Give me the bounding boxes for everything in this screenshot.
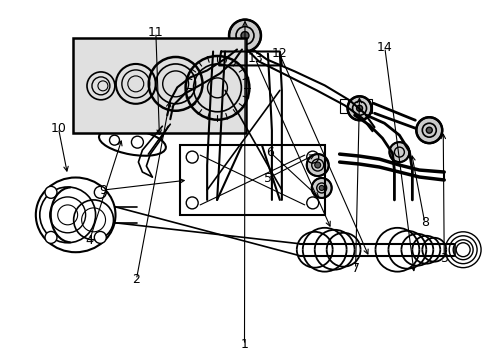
Text: 13: 13: [247, 52, 263, 65]
Bar: [180, 145, 324, 215]
Circle shape: [94, 231, 106, 243]
Bar: [73, 39, 245, 134]
Text: 14: 14: [376, 41, 392, 54]
Circle shape: [45, 231, 57, 243]
Circle shape: [306, 154, 328, 176]
Circle shape: [241, 32, 248, 40]
Text: 3: 3: [439, 252, 447, 265]
Text: 10: 10: [50, 122, 66, 135]
Text: 5: 5: [264, 172, 271, 185]
Circle shape: [311, 178, 331, 198]
Circle shape: [94, 186, 106, 198]
Circle shape: [167, 109, 173, 115]
Circle shape: [228, 20, 261, 51]
Circle shape: [388, 142, 408, 162]
Text: 1: 1: [240, 338, 248, 351]
Circle shape: [158, 100, 182, 124]
Circle shape: [415, 117, 441, 143]
Circle shape: [314, 162, 320, 168]
Text: 2: 2: [132, 273, 140, 286]
Circle shape: [45, 186, 57, 198]
Circle shape: [319, 185, 324, 190]
Circle shape: [356, 105, 362, 111]
Text: 8: 8: [420, 216, 428, 229]
Text: 4: 4: [85, 234, 93, 247]
Bar: [363, 99, 371, 113]
Text: 7: 7: [351, 262, 359, 275]
Text: 12: 12: [271, 47, 287, 60]
Text: 9: 9: [99, 184, 107, 197]
Text: 11: 11: [148, 26, 163, 39]
Circle shape: [347, 96, 371, 120]
Text: 6: 6: [265, 145, 273, 158]
Bar: [339, 99, 347, 113]
Circle shape: [426, 127, 431, 133]
Bar: [351, 99, 359, 113]
